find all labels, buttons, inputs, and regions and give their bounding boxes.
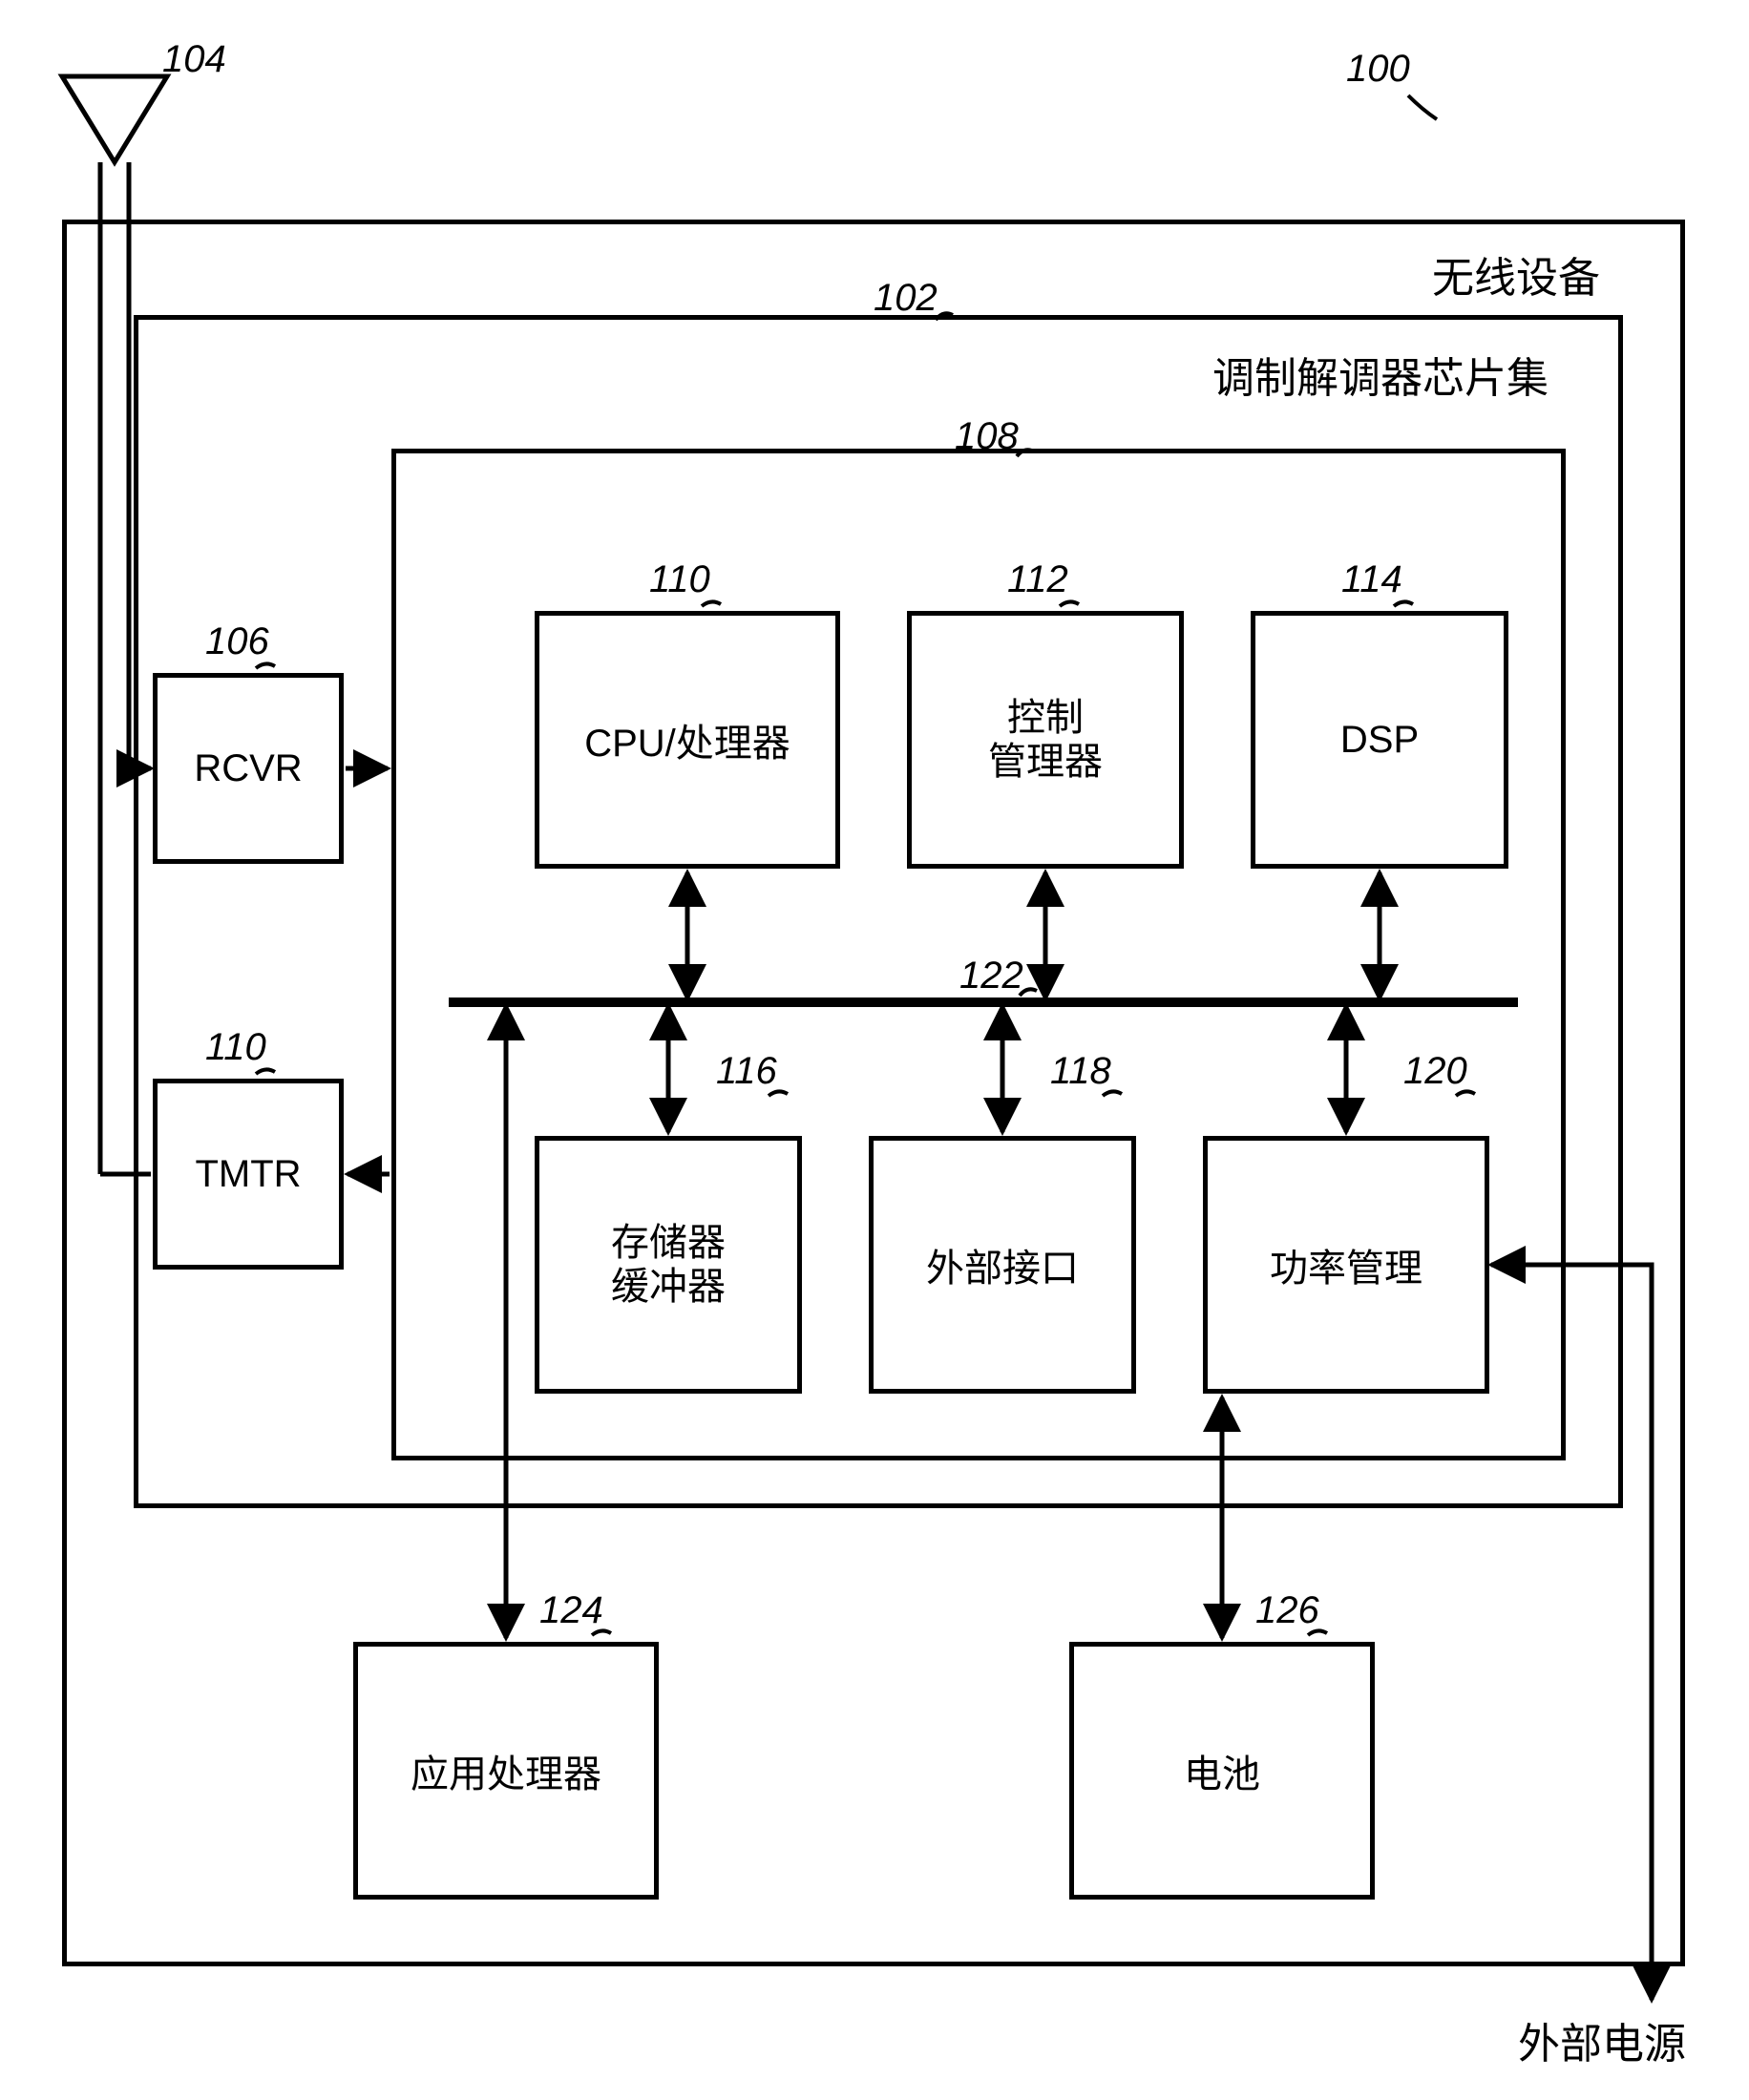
ref-100: 100	[1346, 48, 1410, 91]
pwr-mgmt-label: 功率管理	[1270, 1237, 1422, 1292]
diagram-canvas: 无线设备 调制解调器芯片集 RCVR TMTR CPU/处理器 控制 管理器 D…	[0, 0, 1749, 2100]
ref-110-cpu: 110	[649, 558, 710, 601]
ref-106: 106	[205, 620, 269, 663]
ext-if-block: 外部接口	[869, 1136, 1136, 1394]
wireless-device-title: 无线设备	[1432, 243, 1600, 304]
pwr-mgmt-block: 功率管理	[1203, 1136, 1489, 1394]
ref-110-tmtr: 110	[205, 1026, 266, 1069]
dsp-label: DSP	[1340, 719, 1419, 762]
dsp-block: DSP	[1251, 611, 1508, 869]
ref-112: 112	[1007, 558, 1068, 601]
ref-120: 120	[1403, 1050, 1467, 1093]
ref-118: 118	[1050, 1050, 1111, 1093]
ext-if-label: 外部接口	[926, 1237, 1079, 1292]
tmtr-label: TMTR	[195, 1153, 301, 1196]
ref-102: 102	[874, 277, 938, 320]
ref-114: 114	[1341, 558, 1402, 601]
battery-block: 电池	[1069, 1642, 1375, 1900]
ref-124: 124	[539, 1589, 603, 1632]
rcvr-block: RCVR	[153, 673, 344, 864]
ref-116: 116	[716, 1050, 777, 1093]
cpu-label: CPU/处理器	[584, 712, 790, 767]
ref-126: 126	[1255, 1589, 1319, 1632]
app-proc-block: 应用处理器	[353, 1642, 659, 1900]
rcvr-label: RCVR	[194, 747, 302, 790]
ref-104: 104	[162, 38, 226, 81]
cpu-block: CPU/处理器	[535, 611, 840, 869]
ctrl-mgr-block: 控制 管理器	[907, 611, 1184, 869]
memory-block: 存储器 缓冲器	[535, 1136, 802, 1394]
ref-122: 122	[959, 955, 1023, 998]
battery-label: 电池	[1184, 1743, 1260, 1798]
ext-power-label: 外部电源	[1518, 2009, 1686, 2070]
tmtr-block: TMTR	[153, 1079, 344, 1270]
app-proc-label: 应用处理器	[411, 1743, 601, 1798]
ctrl-mgr-label: 控制 管理器	[988, 696, 1103, 784]
ref-108: 108	[955, 415, 1019, 458]
modem-chipset-title: 调制解调器芯片集	[1212, 344, 1549, 405]
memory-label: 存储器 缓冲器	[611, 1221, 726, 1309]
